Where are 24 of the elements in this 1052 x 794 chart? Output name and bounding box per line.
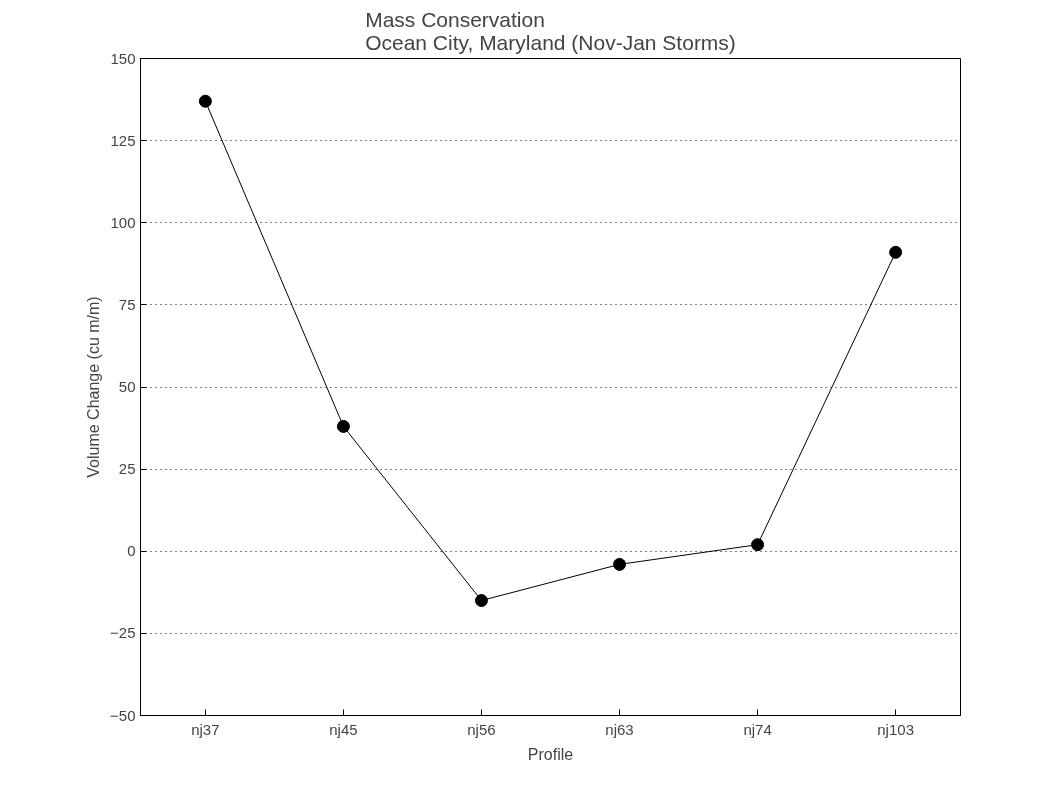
point <box>474 594 488 608</box>
y-tick-label: −25 <box>110 624 136 642</box>
point <box>613 557 627 571</box>
y-axis-title: Volume Change (cu m/m) <box>85 296 103 478</box>
y-tick-label: 100 <box>110 213 136 231</box>
y-tick-label: −50 <box>110 706 136 724</box>
x-tick-label: nj45 <box>329 720 358 738</box>
x-tick-label: nj56 <box>467 720 496 738</box>
point <box>889 245 903 259</box>
x-tick-label: nj37 <box>191 720 220 738</box>
y-tick-label: 0 <box>127 542 136 560</box>
x-tick-label: nj103 <box>877 720 914 738</box>
chart-title: Mass Conservation Ocean City, Maryland (Nov-Jan Storms) <box>365 7 736 54</box>
y-tick-label: 125 <box>110 131 136 149</box>
y-tick-label: 25 <box>118 460 136 478</box>
point <box>198 94 212 108</box>
point <box>336 419 350 433</box>
point <box>751 538 765 552</box>
y-tick-label: 150 <box>110 49 136 67</box>
y-tick-label: 50 <box>118 378 136 395</box>
x-tick-label: nj74 <box>743 720 772 738</box>
x-axis-title: Profile <box>527 745 574 763</box>
y-tick-label: 75 <box>118 295 136 313</box>
x-tick-label: nj63 <box>605 720 634 738</box>
